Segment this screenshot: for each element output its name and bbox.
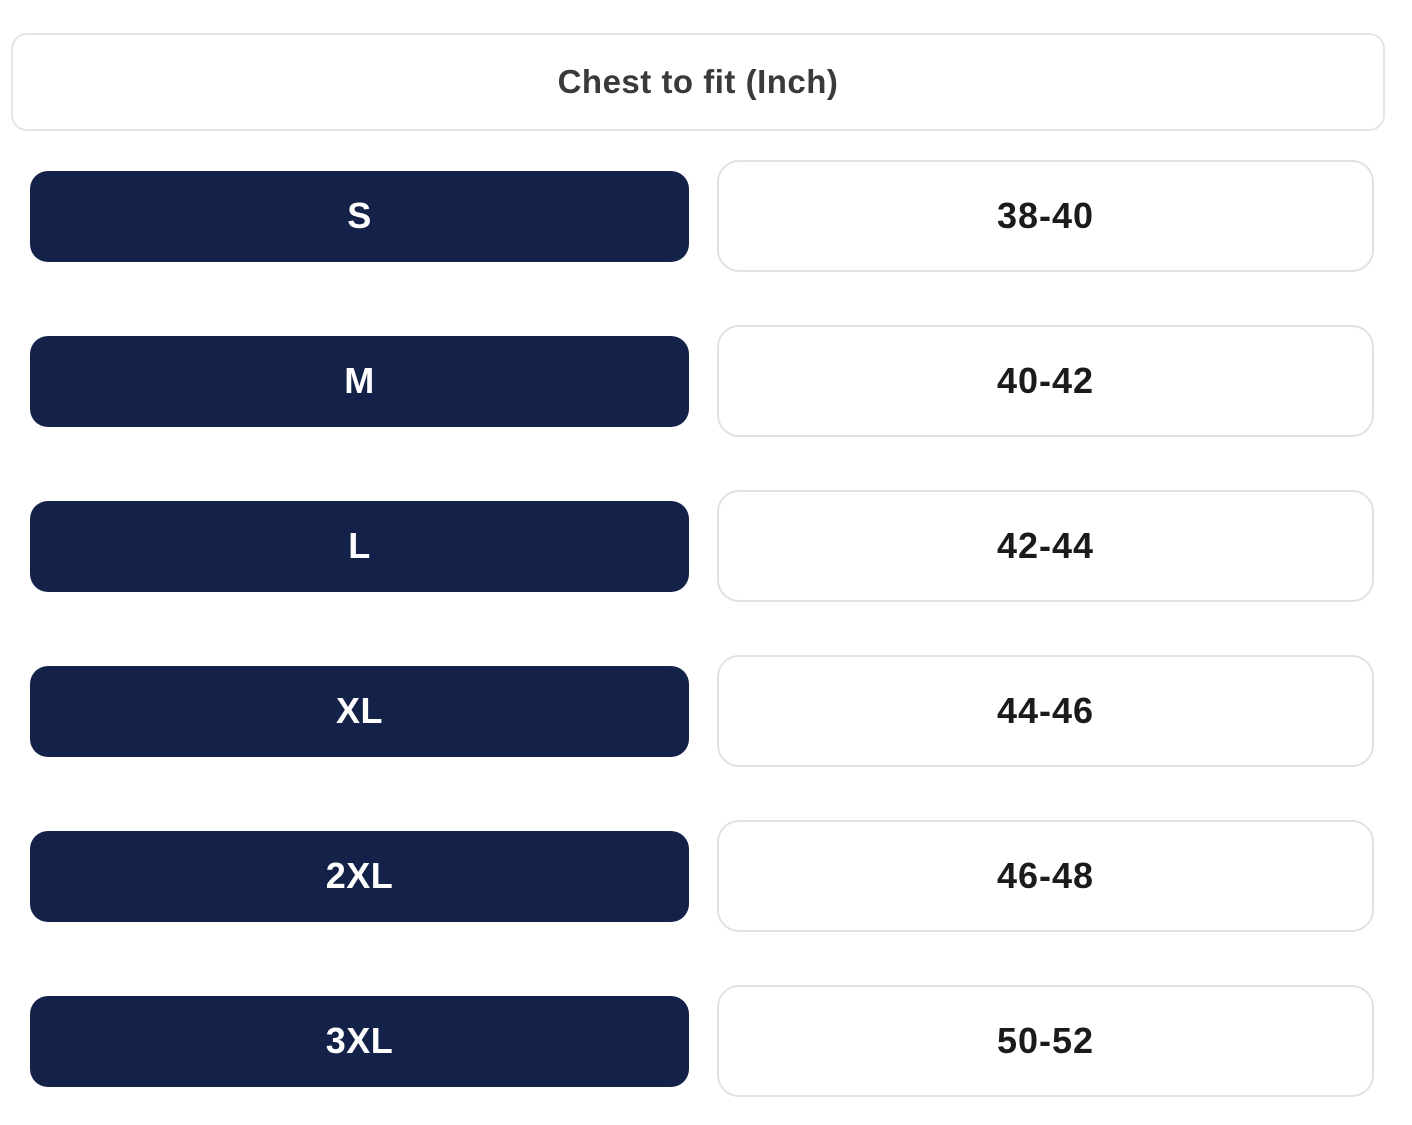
size-pill-s: S: [30, 170, 689, 262]
size-label: S: [347, 195, 372, 236]
size-pill-xl: XL: [30, 665, 689, 757]
size-row-l: L 42-44: [30, 490, 1374, 602]
size-pill-m: M: [30, 335, 689, 427]
size-chart-header-label: Chest to fit (Inch): [557, 63, 839, 100]
chest-range-cell-s: 38-40: [717, 160, 1374, 272]
chest-range-cell-l: 42-44: [717, 490, 1374, 602]
size-label: 3XL: [325, 1020, 394, 1061]
size-row-s: S 38-40: [30, 160, 1374, 272]
size-row-m: M 40-42: [30, 325, 1374, 437]
chest-range-cell-xl: 44-46: [717, 655, 1374, 767]
size-label: 2XL: [325, 855, 394, 896]
chest-range-value: 50-52: [996, 1020, 1095, 1061]
chest-range-cell-2xl: 46-48: [717, 820, 1374, 932]
chest-range-cell-m: 40-42: [717, 325, 1374, 437]
chest-range-value: 44-46: [996, 690, 1095, 731]
chest-range-value: 40-42: [996, 360, 1095, 401]
chest-range-value: 42-44: [996, 525, 1095, 566]
size-row-xl: XL 44-46: [30, 655, 1374, 767]
size-row-2xl: 2XL 46-48: [30, 820, 1374, 932]
size-pill-2xl: 2XL: [30, 830, 689, 922]
size-pill-3xl: 3XL: [30, 995, 689, 1087]
chest-range-value: 38-40: [996, 195, 1095, 236]
size-label: M: [344, 360, 375, 401]
chest-range-cell-3xl: 50-52: [717, 985, 1374, 1097]
chest-range-value: 46-48: [996, 855, 1095, 896]
size-label: XL: [335, 690, 383, 731]
size-chart: Chest to fit (Inch) S 38-40 M 40-42 L 42…: [11, 33, 1385, 1097]
size-chart-header: Chest to fit (Inch): [11, 33, 1385, 131]
size-row-3xl: 3XL 50-52: [30, 985, 1374, 1097]
size-label: L: [348, 525, 371, 566]
size-pill-l: L: [30, 500, 689, 592]
